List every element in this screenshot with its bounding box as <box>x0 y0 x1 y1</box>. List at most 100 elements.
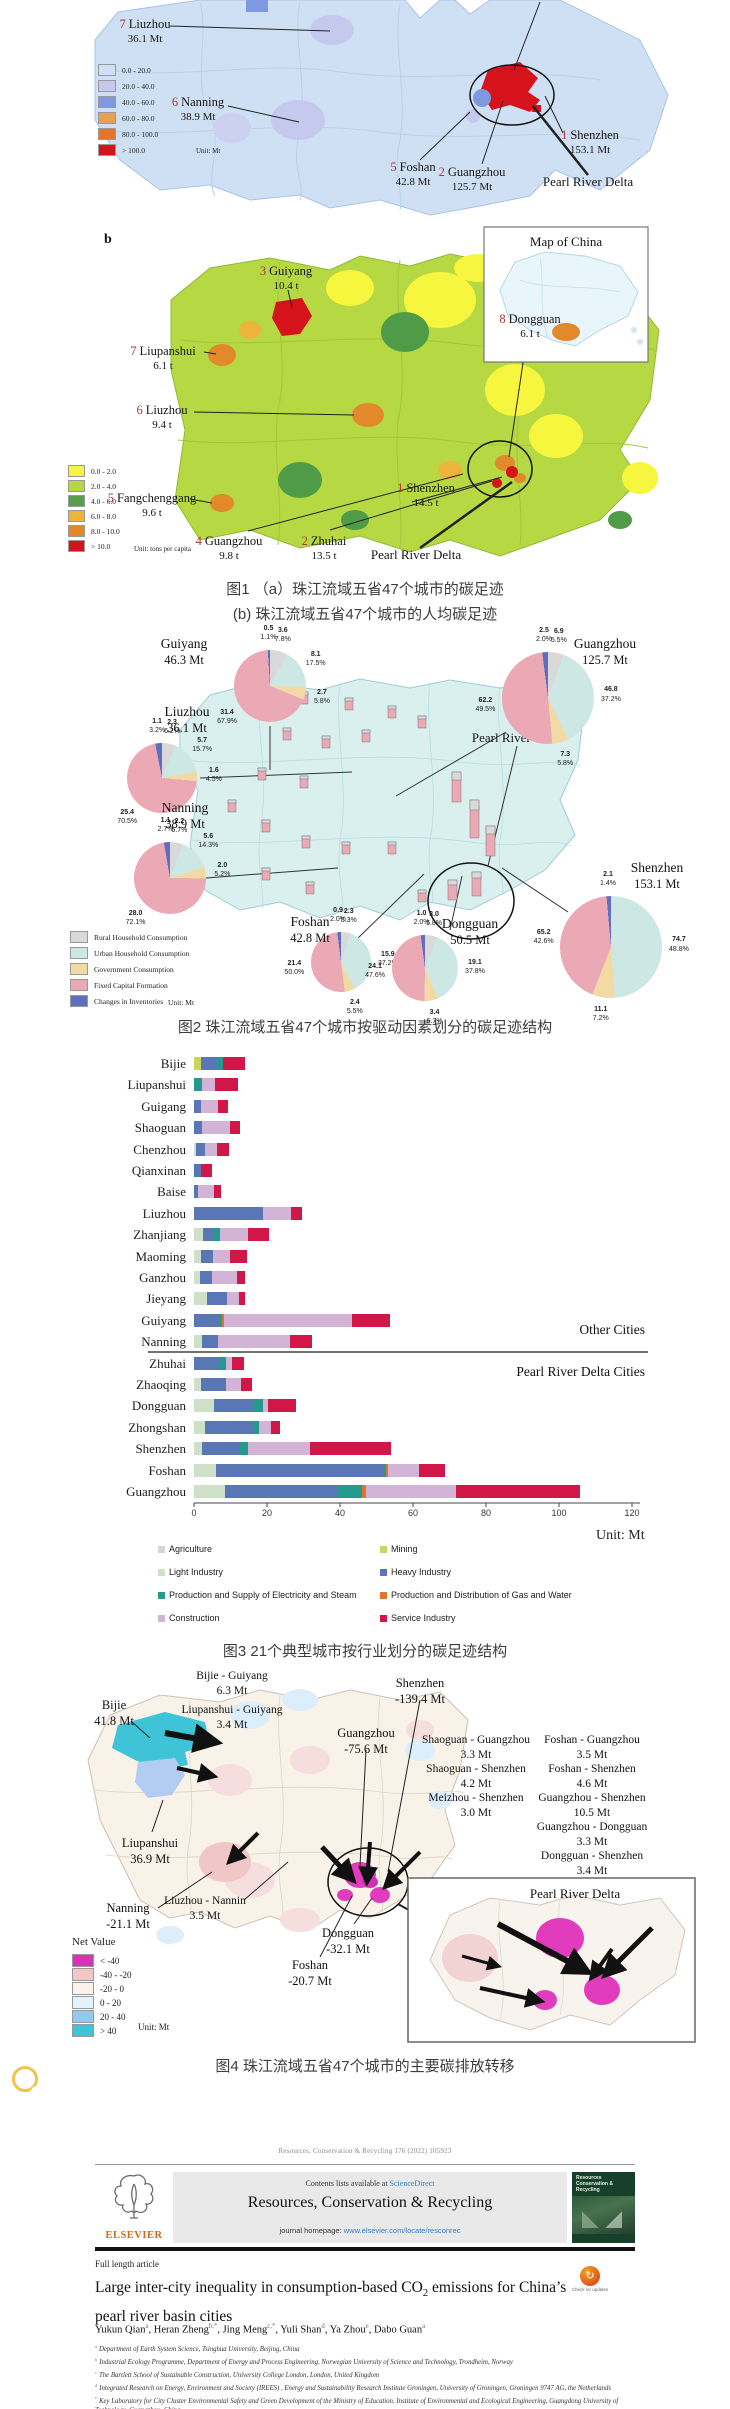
pie-slice-label: 21.4 50.0% <box>284 959 304 977</box>
fig4-flow-value: 3.4 Mt <box>216 1719 248 1731</box>
pie-slice-label: 2.3 6.2% <box>164 718 180 736</box>
fig3-legend-label: Agriculture <box>169 1544 213 1554</box>
map-city-label-guangzhou: 2 Guangzhou 125.7 Mt <box>439 165 506 195</box>
journal-cover-thumbnail: Resources Conservation & Recycling <box>572 2172 635 2243</box>
pie-slice-pct: 7.8% <box>274 635 291 643</box>
pie-slice-value: 21.4 <box>287 959 302 967</box>
fig4-flow-route: Liuzhou - Nannin <box>164 1895 246 1907</box>
pie-slice-label: 1.0 2.0% <box>414 909 430 927</box>
fig3-x-tick: 0 <box>191 1508 197 1518</box>
journal-title: Resources, Conservation & Recycling <box>247 2194 493 2211</box>
fig1a-unit: Unit: Mt <box>196 147 221 155</box>
fig3-segment-construction <box>212 1249 231 1263</box>
caption-fig4: 图4 珠江流域五省47个城市的主要碳排放转移 <box>215 2058 515 2075</box>
city-rank-name: 6 Liuzhou <box>137 403 188 418</box>
pie-slice-value: 62.2 <box>478 696 493 704</box>
fig3-segment-service-industry <box>268 1399 296 1413</box>
author-separator: , <box>217 2324 223 2336</box>
pie-city-name: Guiyang <box>160 636 208 651</box>
pie-guiyang <box>234 650 306 722</box>
city-rank-name: 6 Nanning <box>172 95 224 110</box>
fig3-segment-heavy-industry <box>194 1185 198 1199</box>
fig3-city-label-shenzhen: Shenzhen <box>135 1441 186 1457</box>
city-name: Guangzhou <box>447 165 506 179</box>
pie-slice-value: 1.1 <box>160 817 171 825</box>
caption-fig3: 图3 21个典型城市按行业划分的碳足迹结构 <box>222 1643 508 1660</box>
author-separator: , <box>275 2324 281 2336</box>
fig4-legend-label: -20 - 0 <box>100 1983 124 1994</box>
fig3-segment-production-and-supply-of-electricity-and-steam <box>218 1356 226 1370</box>
pie-slice-value: 2.7 <box>317 688 327 696</box>
fig1a-legend-label: 0.0 - 20.0 <box>122 65 151 75</box>
pie-city-name-shenzhen: Shenzhen 153.1 Mt <box>631 859 683 893</box>
fig3-bar-shaoguan <box>194 1121 240 1135</box>
pie-slice-value: 65.2 <box>536 929 551 937</box>
city-value: 14.5 t <box>413 497 439 509</box>
fig3-segment-service-industry <box>215 1078 238 1092</box>
fig1a-legend-label: 20.0 - 40.0 <box>122 81 155 91</box>
pie-city-name-foshan: Foshan 42.8 Mt <box>290 913 330 947</box>
pie-slice-label: 1.6 4.5% <box>206 766 222 784</box>
fig4-flow-label: Foshan - Guangzhou 3.5 Mt <box>544 1733 640 1763</box>
fig4-flow-route: Bijie - Guiyang <box>196 1670 268 1682</box>
header-rule <box>95 2164 635 2165</box>
affiliation-text: Department of Earth System Science, Tsin… <box>98 2346 300 2354</box>
fig4-flow-value: 3.0 Mt <box>460 1807 492 1819</box>
fig1a-legend-label: > 100.0 <box>122 145 145 155</box>
fig4-legend-swatch <box>72 2024 94 2037</box>
pie-slice-label: 1.1 2.7% <box>158 816 174 834</box>
fig3-segment-construction <box>225 1356 232 1370</box>
city-name: Nanning <box>181 95 225 109</box>
city-name: Shenzhen <box>406 481 455 495</box>
fig3-city-label-liupanshui: Liupanshui <box>127 1077 187 1093</box>
pie-slice-value: 2.5 <box>539 627 549 635</box>
fig3-segment-service-industry <box>230 1249 248 1263</box>
fig3-legend-row: Construction <box>158 1613 220 1623</box>
prd-label-fig1b: Pearl River Delta <box>370 547 462 562</box>
fig1a-legend-swatch <box>98 80 116 92</box>
fig3-bar-shenzhen <box>194 1442 392 1456</box>
fig1a-legend-label: 40.0 - 60.0 <box>122 97 155 107</box>
author-superscript: d <box>321 2323 325 2330</box>
city-value: 9.6 t <box>142 507 162 519</box>
check-updates-label: Check for updates <box>571 2287 609 2292</box>
check-for-updates-badge[interactable]: ↻ Check for updates <box>570 2266 610 2292</box>
fig3-legend-swatch <box>158 1591 165 1599</box>
fig3-bar-zhongshan <box>194 1420 281 1434</box>
fig4-flow-route: Guangzhou - Dongguan <box>536 1821 648 1833</box>
fig3-segment-light-industry <box>194 1485 225 1498</box>
fig1b-legend-label: 4.0 - 6.0 <box>91 496 116 506</box>
pie-slice-value: 15.9 <box>381 950 395 958</box>
fig1a-legend-swatch <box>98 144 116 156</box>
fig2-unit: Unit: Mt <box>168 998 195 1007</box>
homepage-link[interactable]: www.elsevier.com/locate/resconrec <box>343 2226 461 2235</box>
city-rank-name: 7 Liupanshui <box>130 344 196 359</box>
map-of-china-title: Map of China <box>529 234 603 249</box>
pie-slice-pct: 5.3% <box>340 916 357 924</box>
fig1b-legend-row: 6.0 - 8.0 <box>68 510 116 522</box>
fig3-segment-production-and-supply-of-electricity-and-steam <box>194 1078 203 1092</box>
affiliation-line: b Industrial Ecology Programme, Departmen… <box>95 2355 643 2368</box>
fig1b-leader-lines <box>189 289 528 550</box>
city-rank: 4 <box>195 534 202 548</box>
city-name: Liupanshui <box>139 344 196 358</box>
fig3-legend-swatch <box>380 1568 387 1576</box>
affiliation-text: Key Laboratory for City Cluster Environm… <box>95 2397 619 2409</box>
pie-slice-label: 2.0 5.2% <box>214 861 230 879</box>
pie-slice-value: 2.3 <box>167 718 177 726</box>
fig4-city-value: -21.1 Mt <box>106 1917 150 1931</box>
pie-slice-pct: 48.8% <box>669 945 689 953</box>
fig3-segment-heavy-industry <box>194 1164 201 1177</box>
fig1a-legend-row: 0.0 - 20.0 <box>98 64 151 76</box>
author-separator: , <box>148 2324 154 2336</box>
pie-slice-value: 74.7 <box>672 936 686 944</box>
fig4-city-value: 36.9 Mt <box>130 1852 170 1866</box>
map-of-china-inset <box>483 226 649 363</box>
sciencedirect-link[interactable]: ScienceDirect <box>389 2179 435 2188</box>
fig1a-legend-swatch <box>98 128 116 140</box>
fig4-city-foshan: Foshan -20.7 Mt <box>288 1957 332 1989</box>
pie-slice-value: 3.6 <box>277 626 288 634</box>
fig2-legend-swatch <box>70 979 88 991</box>
affiliation-line: a Department of Earth System Science, Tsi… <box>95 2342 643 2355</box>
fig3-segment-light-industry <box>194 1249 201 1263</box>
